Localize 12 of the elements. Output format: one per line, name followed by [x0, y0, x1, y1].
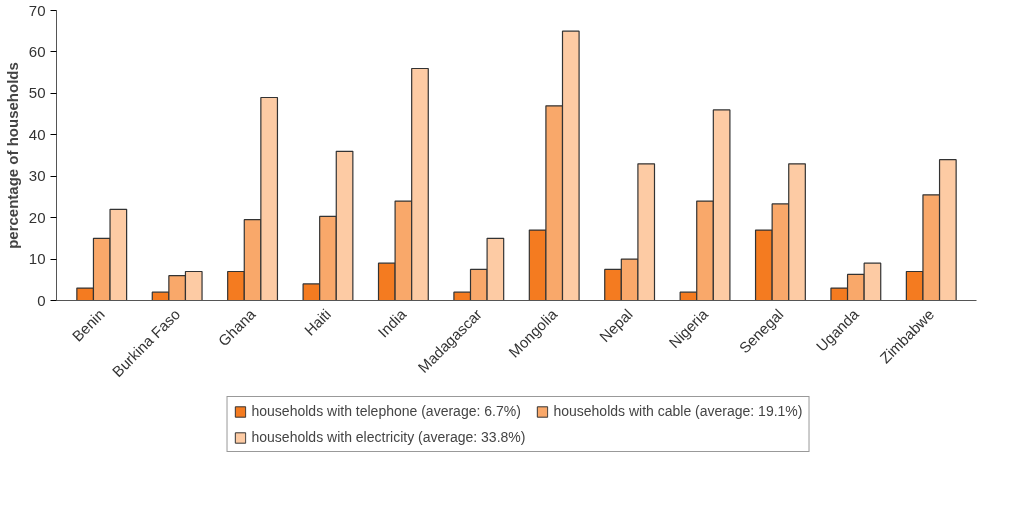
y-tick-label: 30	[28, 167, 46, 185]
y-tick-label: 60	[28, 42, 46, 60]
y-tick-label: 40	[28, 125, 46, 143]
legend-label: households with electricity (average: 33.8%)	[251, 429, 526, 445]
y-tick-label: 50	[28, 84, 46, 102]
legend-label: households with cable (average: 19.1%)	[553, 403, 803, 419]
y-axis-title: percentage of households	[3, 62, 21, 249]
y-tick-label: 70	[28, 1, 46, 19]
y-tick-label: 20	[28, 208, 46, 226]
y-tick-label: 10	[28, 250, 46, 268]
legend-label: households with telephone (average: 6.7%)	[251, 403, 521, 419]
y-tick-label: 0	[37, 291, 46, 309]
